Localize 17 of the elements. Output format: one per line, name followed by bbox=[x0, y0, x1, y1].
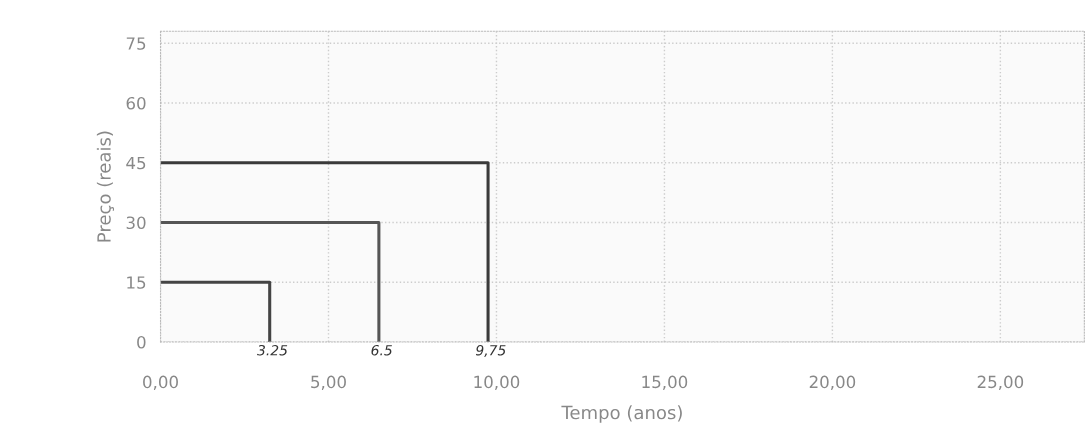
x-tick-label: 20,00 bbox=[809, 375, 856, 390]
x-tick-label: 25,00 bbox=[977, 375, 1024, 390]
x-axis-title: Tempo (anos) bbox=[561, 405, 682, 423]
y-axis-title: Preço (reais) bbox=[96, 131, 115, 242]
annotation: 9,75 bbox=[475, 344, 506, 357]
x-tick-label: 10,00 bbox=[474, 375, 520, 390]
y-tick-label: 75 bbox=[126, 37, 146, 50]
y-tick-label: 60 bbox=[126, 96, 146, 110]
y-tick-label: 15 bbox=[127, 276, 146, 289]
y-tick-label: 0 bbox=[137, 335, 146, 349]
x-tick-label: 0,00 bbox=[143, 375, 178, 390]
annotation: 6.5 bbox=[371, 344, 392, 356]
annotation: 3.25 bbox=[257, 344, 288, 356]
x-tick-label: 15,00 bbox=[642, 375, 688, 390]
y-tick-label: 45 bbox=[126, 156, 146, 170]
y-tick-label: 30 bbox=[126, 216, 146, 230]
x-tick-label: 5,00 bbox=[311, 375, 346, 390]
